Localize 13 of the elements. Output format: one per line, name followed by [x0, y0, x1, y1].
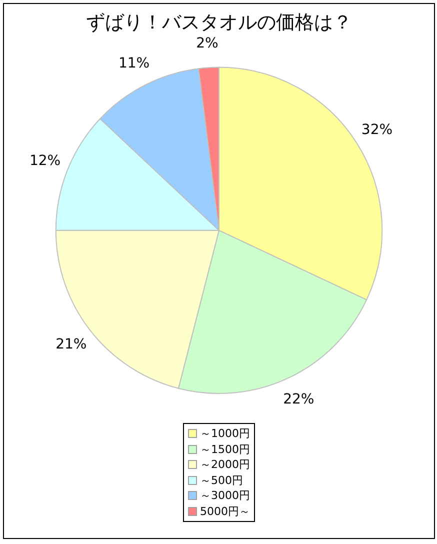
- data-label: 12%: [29, 153, 61, 170]
- legend-label: 5000円～: [200, 504, 250, 519]
- legend-label: ～1000円: [200, 426, 250, 442]
- legend-label: ～3000円: [200, 488, 250, 504]
- chart-title: ずばり！バスタオルの価格は？: [86, 11, 352, 34]
- legend-label: ～1500円: [200, 442, 250, 457]
- data-label: 11%: [118, 55, 150, 72]
- data-label: 2%: [196, 35, 218, 52]
- data-label: 21%: [56, 336, 87, 353]
- legend-label: ～500円: [200, 472, 243, 488]
- data-label: 32%: [361, 122, 393, 138]
- data-label: 22%: [283, 391, 314, 408]
- legend-label: ～2000円: [200, 457, 250, 472]
